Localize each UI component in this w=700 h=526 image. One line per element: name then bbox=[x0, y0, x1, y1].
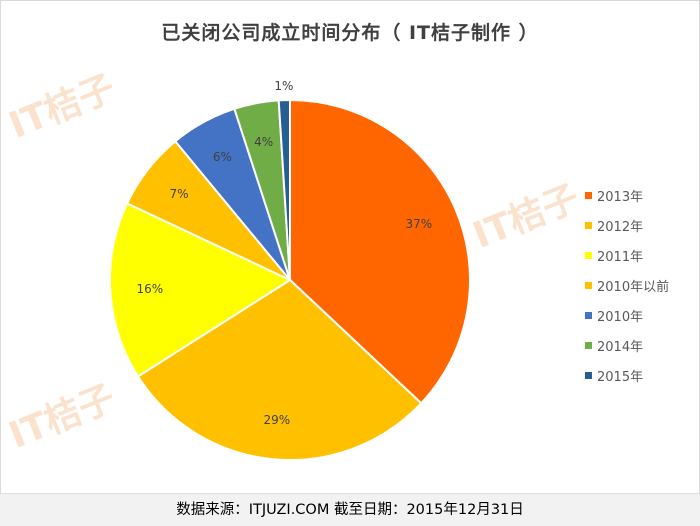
legend-label: 2010年以前 bbox=[597, 279, 670, 295]
pie-slice-0 bbox=[289, 98, 471, 405]
legend-swatch bbox=[585, 371, 592, 379]
legend-label: 2011年 bbox=[597, 249, 644, 265]
legend-label: 2013年 bbox=[597, 189, 644, 205]
legend-label: 2015年 bbox=[597, 369, 644, 385]
legend-label: 2014年 bbox=[597, 339, 644, 355]
legend-item-5: 2014年 bbox=[585, 330, 669, 360]
legend-item-0: 2013年 bbox=[585, 180, 669, 210]
slice-label-1: 29% bbox=[263, 413, 290, 427]
legend-item-3: 2010年以前 bbox=[585, 270, 669, 300]
legend-swatch bbox=[585, 221, 592, 229]
slice-label-5: 4% bbox=[254, 135, 273, 149]
pie-slice-1 bbox=[136, 278, 423, 461]
chart-title: 已关闭公司成立时间分布（ IT桔子制作 ） bbox=[161, 22, 539, 44]
legend-swatch bbox=[585, 311, 592, 319]
legend: 2013年 2012年 2011年 2010年以前 2010年 2014年 2015年 bbox=[585, 180, 669, 390]
legend-item-2: 2011年 bbox=[585, 240, 669, 270]
legend-label: 2010年 bbox=[597, 309, 644, 325]
legend-swatch bbox=[585, 281, 592, 289]
pie-slice-6 bbox=[277, 98, 291, 281]
slice-label-2: 16% bbox=[137, 282, 164, 296]
legend-item-6: 2015年 bbox=[585, 360, 669, 390]
slice-label-0: 37% bbox=[406, 217, 433, 231]
slice-label-6: 1% bbox=[274, 79, 293, 93]
legend-swatch bbox=[585, 251, 592, 259]
legend-label: 2012年 bbox=[597, 219, 644, 235]
legend-swatch bbox=[585, 341, 592, 349]
data-source-footer: 数据来源：ITJUZI.COM 截至日期：2015年12月31日 bbox=[0, 493, 700, 526]
legend-item-1: 2012年 bbox=[585, 210, 669, 240]
slice-label-4: 6% bbox=[213, 150, 232, 164]
legend-swatch bbox=[585, 191, 592, 199]
slice-label-3: 7% bbox=[170, 187, 189, 201]
legend-item-4: 2010年 bbox=[585, 300, 669, 330]
pie-slice-2 bbox=[109, 202, 293, 378]
